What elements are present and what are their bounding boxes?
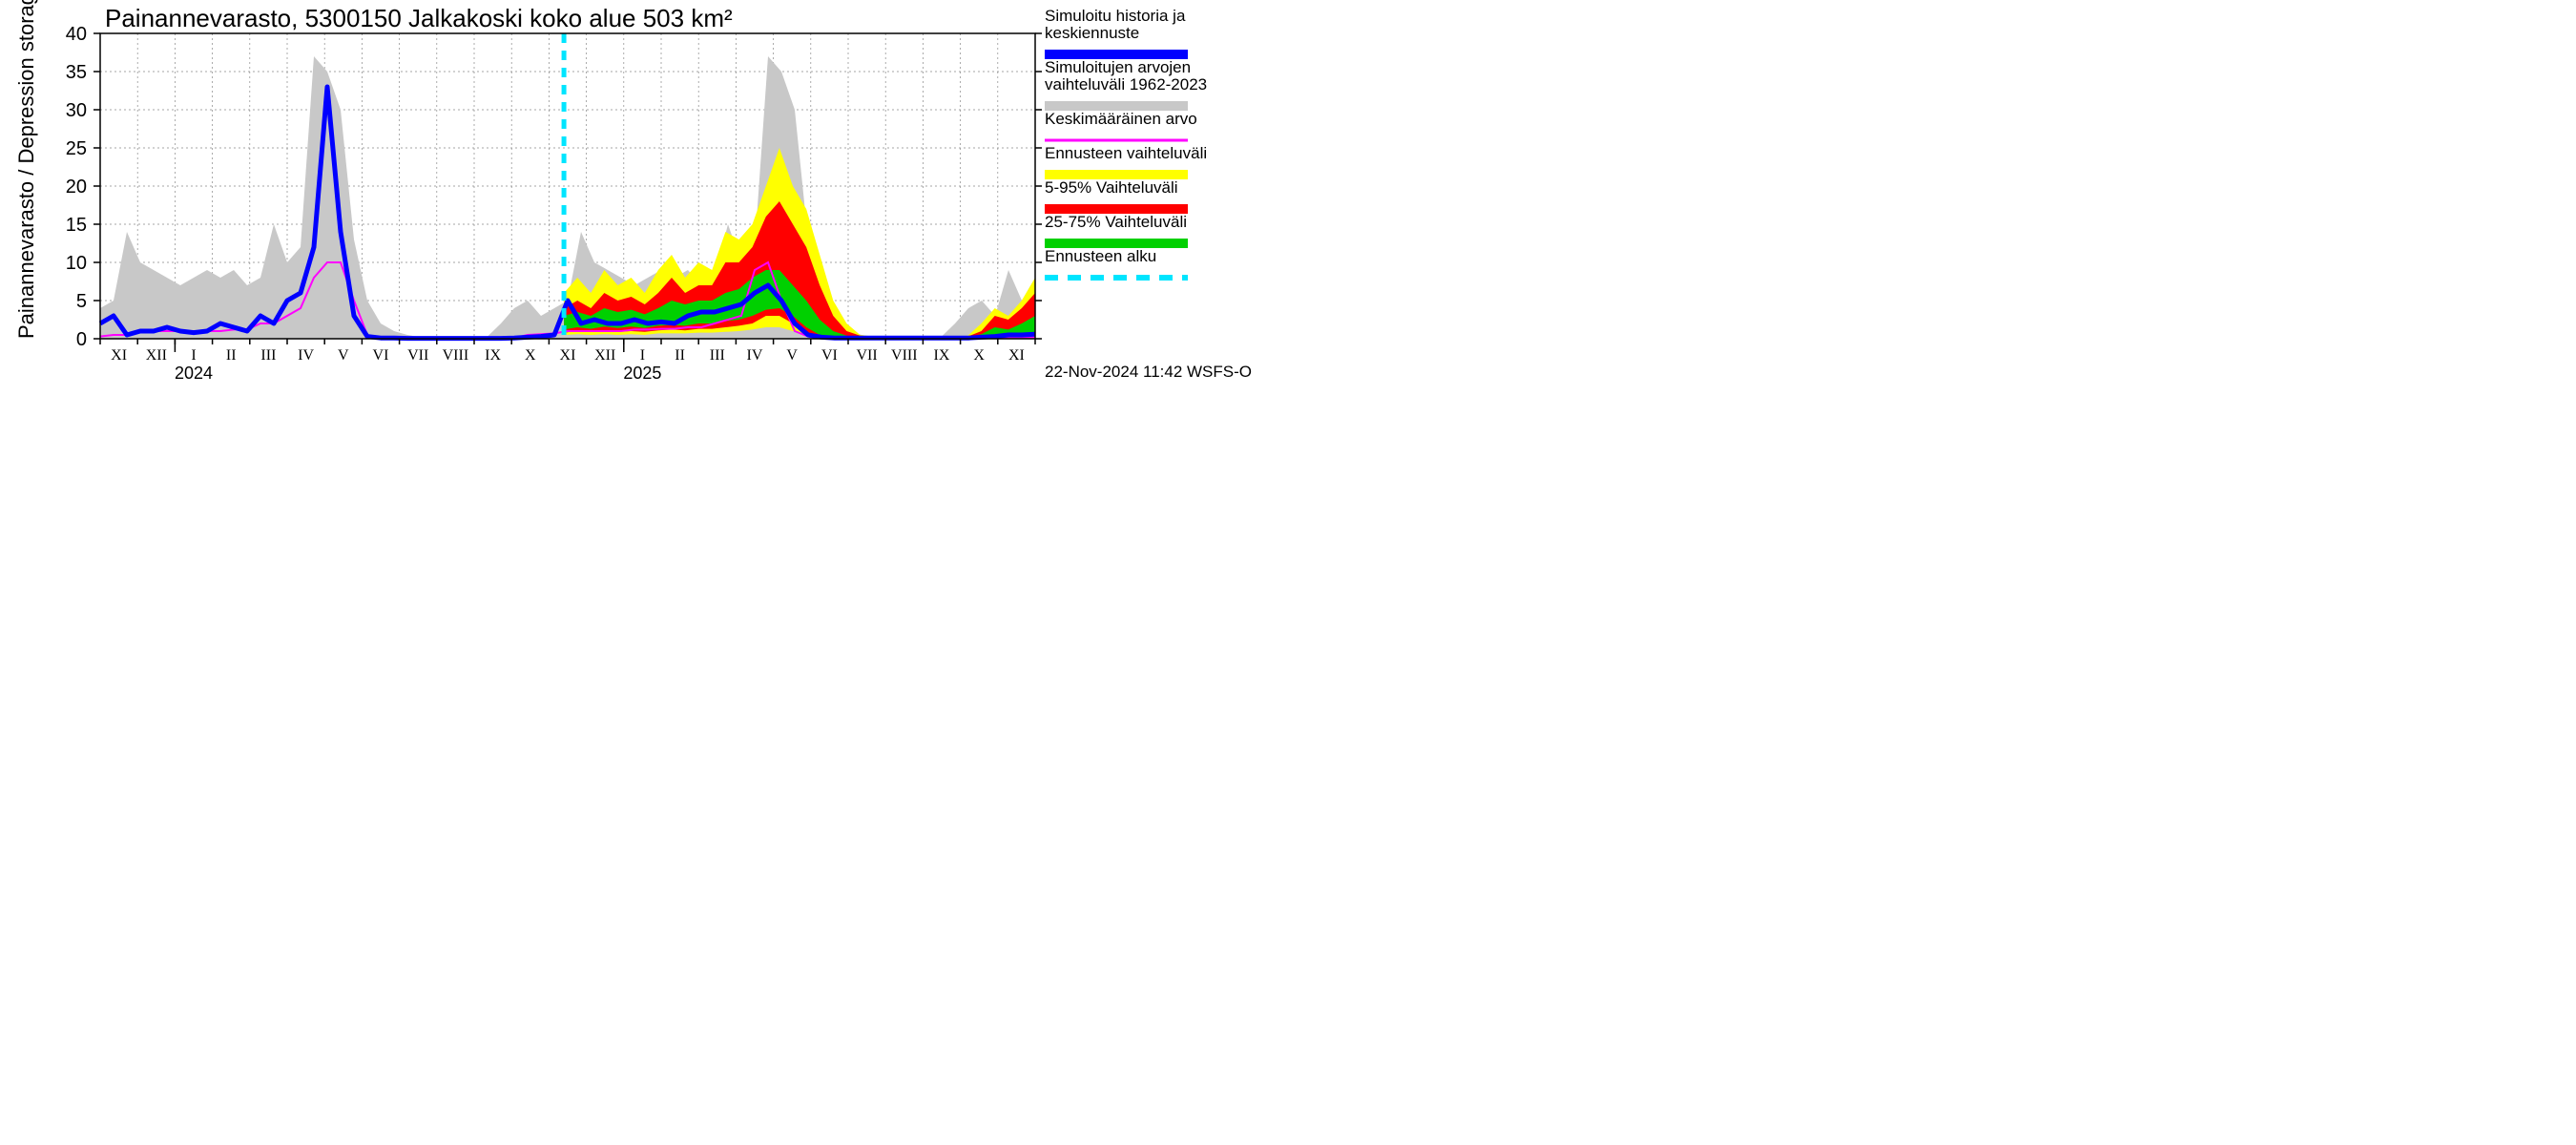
month-label: V bbox=[786, 347, 798, 364]
month-label: I bbox=[640, 347, 645, 364]
month-label: III bbox=[710, 347, 725, 364]
legend-label: keskiennuste bbox=[1045, 24, 1139, 42]
month-label: XII bbox=[594, 347, 615, 364]
month-label: VIII bbox=[443, 347, 469, 364]
month-label: VII bbox=[407, 347, 428, 364]
month-label: V bbox=[338, 347, 349, 364]
year-label: 2024 bbox=[175, 364, 213, 383]
month-label: VI bbox=[821, 347, 838, 364]
y-tick-label: 35 bbox=[66, 62, 87, 83]
legend-label: Ennusteen alku bbox=[1045, 247, 1156, 265]
y-tick-label: 0 bbox=[76, 329, 87, 350]
chart-container: 0510152025303540XIXIIIIIIIIIVVVIVIIVIIII… bbox=[0, 0, 1431, 668]
legend-label: 5-95% Vaihteluväli bbox=[1045, 178, 1178, 197]
y-tick-label: 25 bbox=[66, 138, 87, 159]
year-label: 2025 bbox=[623, 364, 661, 383]
month-label: VIII bbox=[891, 347, 918, 364]
month-label: IV bbox=[747, 347, 763, 364]
month-label: XI bbox=[560, 347, 576, 364]
month-label: II bbox=[675, 347, 685, 364]
legend-label: Simuloitujen arvojen bbox=[1045, 58, 1191, 76]
chart-title: Painannevarasto, 5300150 Jalkakoski koko… bbox=[105, 4, 733, 32]
month-label: X bbox=[525, 347, 536, 364]
month-label: XI bbox=[1008, 347, 1025, 364]
month-label: XII bbox=[146, 347, 167, 364]
month-label: XI bbox=[111, 347, 127, 364]
y-tick-label: 30 bbox=[66, 100, 87, 121]
legend-label: Ennusteen vaihteluväli bbox=[1045, 144, 1207, 162]
month-label: IV bbox=[298, 347, 314, 364]
legend-label: 25-75% Vaihteluväli bbox=[1045, 213, 1187, 231]
month-label: X bbox=[973, 347, 985, 364]
month-label: IX bbox=[485, 347, 501, 364]
month-label: IX bbox=[934, 347, 950, 364]
month-label: VII bbox=[856, 347, 877, 364]
y-axis-label: Painannevarasto / Depression storage mm bbox=[14, 0, 38, 339]
y-tick-label: 15 bbox=[66, 215, 87, 236]
y-tick-label: 5 bbox=[76, 291, 87, 312]
y-tick-label: 40 bbox=[66, 24, 87, 45]
month-label: I bbox=[191, 347, 196, 364]
legend-label: Simuloitu historia ja bbox=[1045, 7, 1186, 25]
chart-svg: 0510152025303540XIXIIIIIIIIIVVVIVIIVIIII… bbox=[0, 0, 1431, 386]
y-tick-label: 20 bbox=[66, 177, 87, 198]
legend-label: Keskimääräinen arvo bbox=[1045, 110, 1197, 128]
month-label: II bbox=[226, 347, 237, 364]
month-label: III bbox=[260, 347, 276, 364]
month-label: VI bbox=[373, 347, 389, 364]
footer-timestamp: 22-Nov-2024 11:42 WSFS-O bbox=[1045, 363, 1252, 381]
legend-label: vaihteluväli 1962-2023 bbox=[1045, 75, 1207, 94]
y-tick-label: 10 bbox=[66, 253, 87, 274]
